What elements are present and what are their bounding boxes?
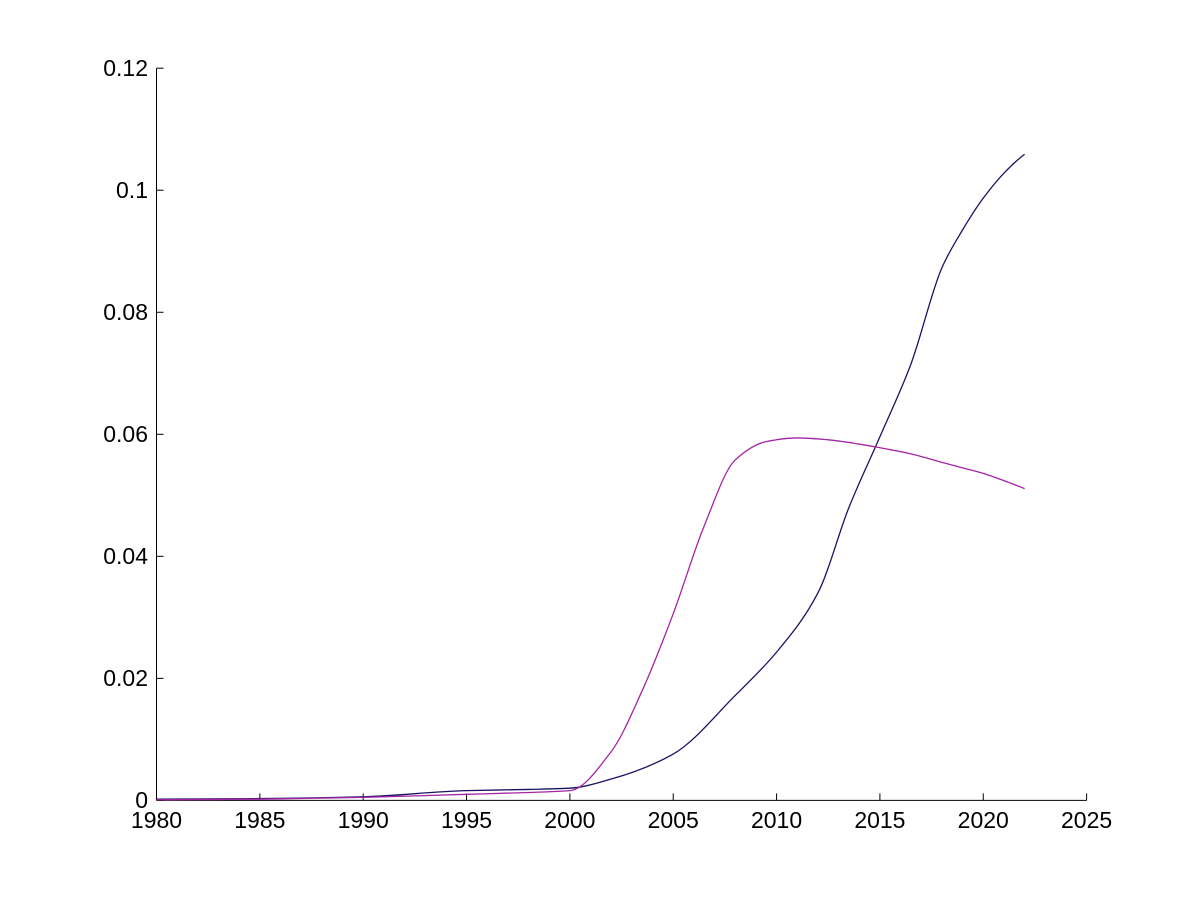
svg-text:1995: 1995: [441, 807, 492, 833]
svg-text:1980: 1980: [131, 807, 182, 833]
svg-text:2010: 2010: [751, 807, 802, 833]
svg-text:2025: 2025: [1061, 807, 1112, 833]
svg-text:2000: 2000: [544, 807, 595, 833]
svg-text:0.08: 0.08: [103, 299, 148, 325]
svg-text:2005: 2005: [648, 807, 699, 833]
svg-text:1985: 1985: [234, 807, 285, 833]
svg-text:0.04: 0.04: [103, 543, 148, 569]
svg-text:1990: 1990: [338, 807, 389, 833]
svg-text:2020: 2020: [958, 807, 1009, 833]
svg-text:2015: 2015: [854, 807, 905, 833]
svg-text:0.02: 0.02: [103, 665, 148, 691]
svg-text:0.06: 0.06: [103, 421, 148, 447]
svg-text:0.12: 0.12: [103, 55, 148, 81]
svg-text:0.1: 0.1: [116, 177, 148, 203]
